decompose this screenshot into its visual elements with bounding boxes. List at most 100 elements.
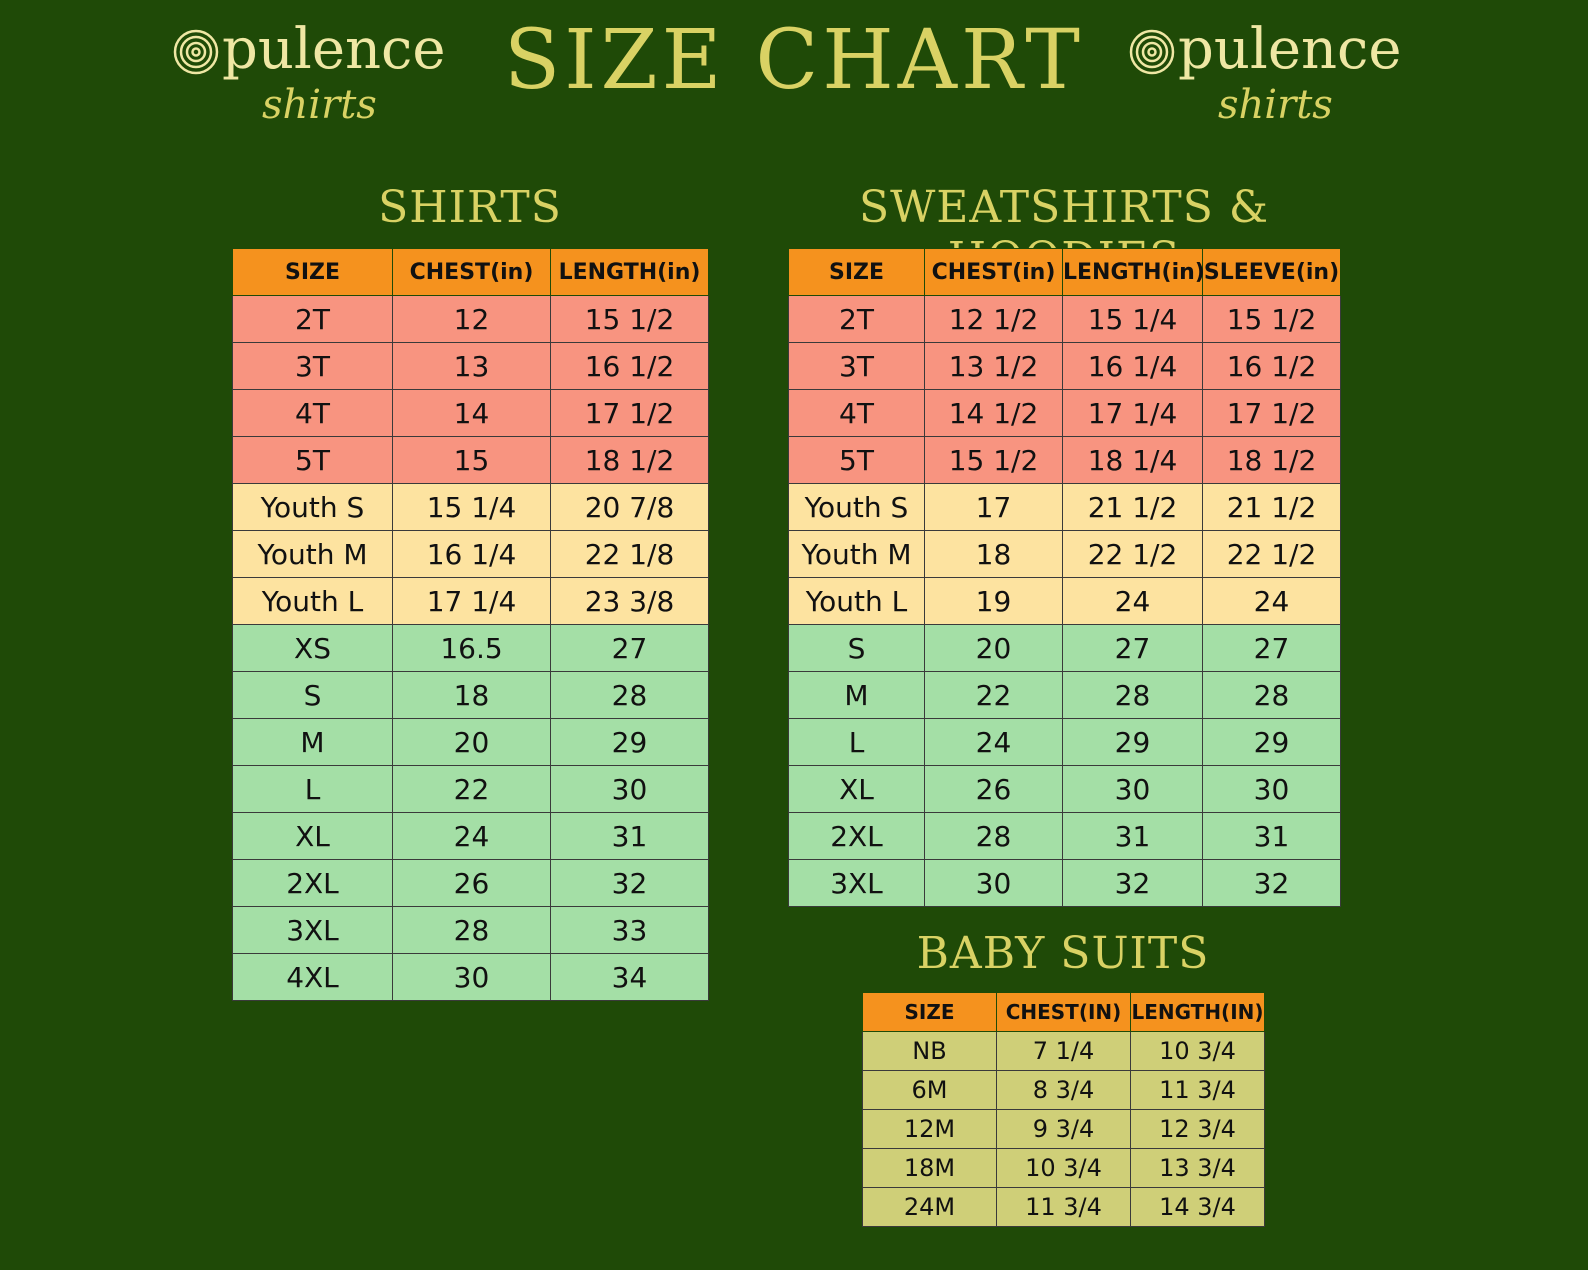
- table-cell: Youth M: [788, 530, 925, 578]
- table-row: 4T 14 1/2 17 1/4 17 1/2: [788, 389, 1341, 437]
- brand-tagline: shirts: [1218, 82, 1333, 128]
- table-cell: 11 3/4: [996, 1187, 1131, 1227]
- sweatshirts-table: SIZE CHEST(in) LENGTH(in) SLEEVE(in) 2T 1…: [788, 248, 1341, 907]
- table-cell: 27: [1202, 624, 1341, 672]
- table-cell: 22 1/2: [1202, 530, 1341, 578]
- table-cell: 3XL: [232, 906, 393, 954]
- column-header: SIZE: [788, 248, 925, 296]
- baby-suits-title: BABY SUITS: [916, 928, 1210, 979]
- table-cell: 14: [392, 389, 551, 437]
- table-cell: 20: [392, 718, 551, 766]
- table-cell: XL: [232, 812, 393, 860]
- table-cell: 22: [924, 671, 1063, 719]
- table-row: 6M 8 3/4 11 3/4: [862, 1070, 1265, 1110]
- page-title: SIZE CHART: [504, 13, 1084, 108]
- table-cell: 10 3/4: [1130, 1031, 1265, 1071]
- table-header-row: SIZE CHEST(IN) LENGTH(IN): [862, 992, 1265, 1032]
- brand-logo-left: pulence shirts: [172, 18, 472, 148]
- table-cell: 12 3/4: [1130, 1109, 1265, 1149]
- table-cell: 2XL: [788, 812, 925, 860]
- table-row: 12M 9 3/4 12 3/4: [862, 1109, 1265, 1149]
- table-cell: 14 3/4: [1130, 1187, 1265, 1227]
- table-cell: 32: [1202, 859, 1341, 907]
- table-cell: 29: [1062, 718, 1203, 766]
- table-cell: 15 1/2: [924, 436, 1063, 484]
- table-cell: 21 1/2: [1202, 483, 1341, 531]
- table-cell: 30: [392, 953, 551, 1001]
- table-cell: 12: [392, 295, 551, 343]
- table-cell: 17 1/4: [392, 577, 551, 625]
- table-row: S 20 27 27: [788, 624, 1341, 672]
- table-cell: 23 3/8: [550, 577, 709, 625]
- column-header: SIZE: [232, 248, 393, 296]
- table-cell: 3XL: [788, 859, 925, 907]
- table-cell: 2T: [788, 295, 925, 343]
- table-row: Youth M 18 22 1/2 22 1/2: [788, 530, 1341, 578]
- table-cell: 29: [550, 718, 709, 766]
- column-header: SLEEVE(in): [1202, 248, 1341, 296]
- table-cell: 13: [392, 342, 551, 390]
- table-cell: 12 1/2: [924, 295, 1063, 343]
- table-cell: 20 7/8: [550, 483, 709, 531]
- table-row: Youth L 19 24 24: [788, 577, 1341, 625]
- table-cell: 13 1/2: [924, 342, 1063, 390]
- table-row: 5T 15 18 1/2: [232, 436, 709, 484]
- table-row: 3T 13 1/2 16 1/4 16 1/2: [788, 342, 1341, 390]
- table-cell: 27: [550, 624, 709, 672]
- table-cell: 2XL: [232, 859, 393, 907]
- table-cell: Youth L: [788, 577, 925, 625]
- table-cell: 28: [392, 906, 551, 954]
- table-cell: 24M: [862, 1187, 997, 1227]
- table-cell: 28: [1062, 671, 1203, 719]
- table-header-row: SIZE CHEST(in) LENGTH(in): [232, 248, 709, 296]
- table-row: 3XL 28 33: [232, 906, 709, 954]
- table-cell: 18 1/2: [550, 436, 709, 484]
- table-cell: 5T: [788, 436, 925, 484]
- table-cell: 17 1/4: [1062, 389, 1203, 437]
- table-cell: 15 1/2: [550, 295, 709, 343]
- table-cell: 5T: [232, 436, 393, 484]
- table-row: 2T 12 1/2 15 1/4 15 1/2: [788, 295, 1341, 343]
- table-row: 4T 14 17 1/2: [232, 389, 709, 437]
- column-header: CHEST(in): [924, 248, 1063, 296]
- table-cell: 21 1/2: [1062, 483, 1203, 531]
- column-header: LENGTH(in): [1062, 248, 1205, 296]
- table-row: 24M 11 3/4 14 3/4: [862, 1187, 1265, 1227]
- table-row: L 24 29 29: [788, 718, 1341, 766]
- table-cell: 9 3/4: [996, 1109, 1131, 1149]
- table-cell: 16 1/2: [1202, 342, 1341, 390]
- table-cell: 18 1/2: [1202, 436, 1341, 484]
- table-cell: 30: [1202, 765, 1341, 813]
- table-cell: 12M: [862, 1109, 997, 1149]
- table-cell: 22 1/8: [550, 530, 709, 578]
- table-cell: 2T: [232, 295, 393, 343]
- table-cell: 18M: [862, 1148, 997, 1188]
- table-cell: 31: [1062, 812, 1203, 860]
- table-cell: 8 3/4: [996, 1070, 1131, 1110]
- table-cell: 10 3/4: [996, 1148, 1131, 1188]
- table-cell: 4XL: [232, 953, 393, 1001]
- table-cell: 34: [550, 953, 709, 1001]
- table-row: 2T 12 15 1/2: [232, 295, 709, 343]
- table-cell: 17 1/2: [550, 389, 709, 437]
- table-row: XL 24 31: [232, 812, 709, 860]
- table-cell: 28: [550, 671, 709, 719]
- table-cell: 11 3/4: [1130, 1070, 1265, 1110]
- table-cell: 32: [1062, 859, 1203, 907]
- table-cell: 24: [924, 718, 1063, 766]
- shirts-title: SHIRTS: [378, 182, 562, 233]
- baby-suits-table: SIZE CHEST(IN) LENGTH(IN) NB 7 1/4 10 3/4 6…: [862, 992, 1265, 1227]
- table-cell: S: [232, 671, 393, 719]
- table-cell: 30: [1062, 765, 1203, 813]
- brand-logo-right: pulence shirts: [1128, 18, 1428, 148]
- table-cell: 24: [392, 812, 551, 860]
- table-row: Youth M 16 1/4 22 1/8: [232, 530, 709, 578]
- table-row: Youth S 17 21 1/2 21 1/2: [788, 483, 1341, 531]
- table-row: NB 7 1/4 10 3/4: [862, 1031, 1265, 1071]
- table-cell: 3T: [788, 342, 925, 390]
- table-cell: 18: [924, 530, 1063, 578]
- table-cell: 30: [550, 765, 709, 813]
- brand-tagline: shirts: [262, 82, 377, 128]
- table-row: 3T 13 16 1/2: [232, 342, 709, 390]
- table-row: XL 26 30 30: [788, 765, 1341, 813]
